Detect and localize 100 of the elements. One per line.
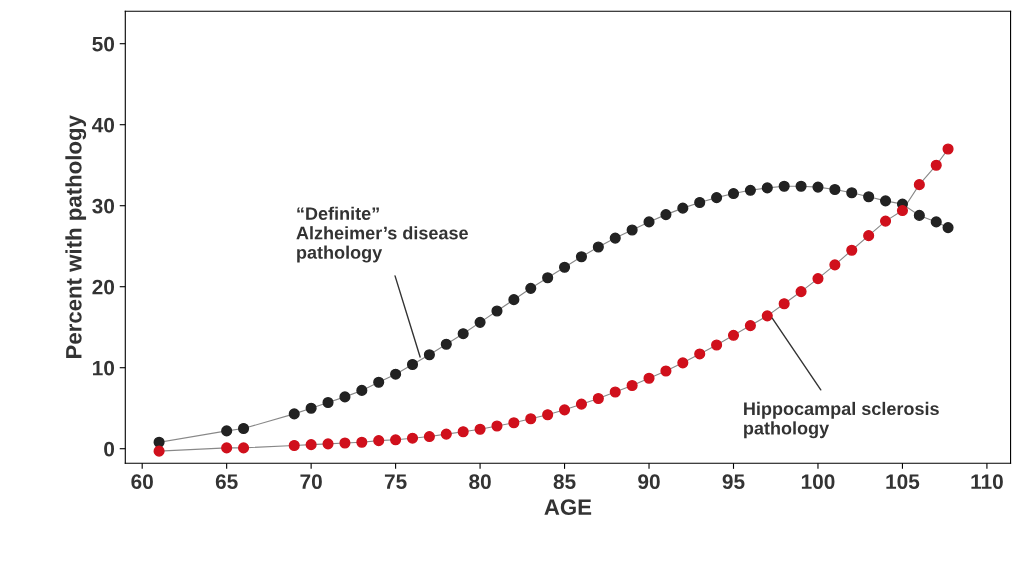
point [237, 422, 250, 435]
point [305, 402, 317, 414]
point [440, 428, 452, 440]
point [795, 286, 807, 298]
y-tick-label: 20 [92, 279, 115, 295]
point [778, 180, 790, 192]
point [474, 423, 486, 435]
point [525, 413, 537, 425]
point [863, 230, 875, 242]
point [643, 216, 655, 228]
point [373, 435, 385, 447]
point [288, 408, 300, 420]
x-tick-label: 100 [801, 474, 835, 490]
point [558, 404, 571, 416]
point [221, 442, 233, 454]
annotation: “Definite” Alzheimer’s disease pathology [296, 206, 468, 263]
x-tick-label: 80 [469, 474, 491, 490]
point [829, 259, 841, 271]
point [761, 310, 773, 322]
point [677, 202, 689, 214]
point [761, 182, 773, 194]
point [508, 417, 520, 429]
point [660, 209, 672, 221]
point [508, 294, 520, 306]
point [660, 365, 672, 377]
point [942, 222, 954, 234]
point [711, 339, 723, 351]
point [711, 192, 723, 204]
point [744, 184, 756, 196]
point [846, 187, 858, 199]
point [609, 232, 621, 244]
point [542, 272, 554, 284]
point [592, 392, 604, 405]
point [525, 282, 537, 294]
point [694, 348, 706, 360]
point [744, 320, 756, 332]
point [930, 216, 942, 228]
y-tick-label: 0 [104, 441, 115, 457]
point [913, 179, 925, 191]
x-tick-label: 90 [638, 474, 660, 490]
point [288, 439, 300, 452]
point [356, 384, 368, 396]
point [879, 195, 892, 207]
point [930, 159, 942, 171]
point [592, 241, 604, 253]
point [322, 438, 334, 450]
point [558, 261, 571, 273]
point [356, 436, 368, 448]
point [339, 391, 351, 403]
point [237, 442, 250, 454]
point [491, 305, 503, 317]
point [942, 143, 954, 155]
point [863, 191, 875, 203]
point [153, 445, 165, 457]
point [727, 329, 740, 341]
point [575, 398, 588, 410]
y-tick-label: 40 [92, 117, 115, 133]
point [406, 358, 419, 371]
point [423, 349, 435, 361]
y-tick-label: 10 [93, 360, 115, 376]
point [795, 180, 807, 192]
point [575, 251, 588, 263]
point [626, 379, 638, 392]
x-axis-title: AGE [544, 499, 592, 516]
annotation: Hippocampal sclerosis pathology [744, 401, 939, 439]
point [677, 357, 689, 369]
point [846, 244, 858, 256]
point [643, 372, 655, 384]
point [390, 434, 402, 446]
point [913, 209, 925, 221]
point [896, 205, 908, 217]
x-tick-label: 70 [300, 474, 322, 490]
point [406, 432, 419, 444]
x-tick-label: 65 [215, 474, 238, 490]
point [491, 420, 503, 432]
point [727, 188, 740, 200]
y-tick-label: 30 [92, 198, 115, 214]
point [474, 316, 486, 328]
x-tick-label: 105 [886, 474, 920, 490]
point [440, 338, 452, 350]
point [812, 273, 824, 285]
point [879, 215, 892, 227]
point [812, 181, 824, 193]
point [221, 425, 233, 437]
x-tick-label: 95 [722, 474, 745, 490]
y-axis-title: Percent with pathology [65, 115, 87, 359]
point [305, 439, 317, 451]
point [457, 426, 469, 438]
x-tick-label: 85 [553, 474, 576, 490]
point [542, 409, 554, 421]
point [322, 396, 334, 409]
x-tick-label: 60 [131, 474, 153, 490]
x-tick-label: 110 [971, 474, 1003, 490]
point [390, 368, 402, 380]
point [609, 386, 621, 398]
y-tick-label: 50 [92, 36, 115, 52]
x-tick-label: 75 [384, 474, 407, 490]
point [626, 224, 638, 236]
point [423, 431, 435, 443]
point [339, 437, 351, 449]
